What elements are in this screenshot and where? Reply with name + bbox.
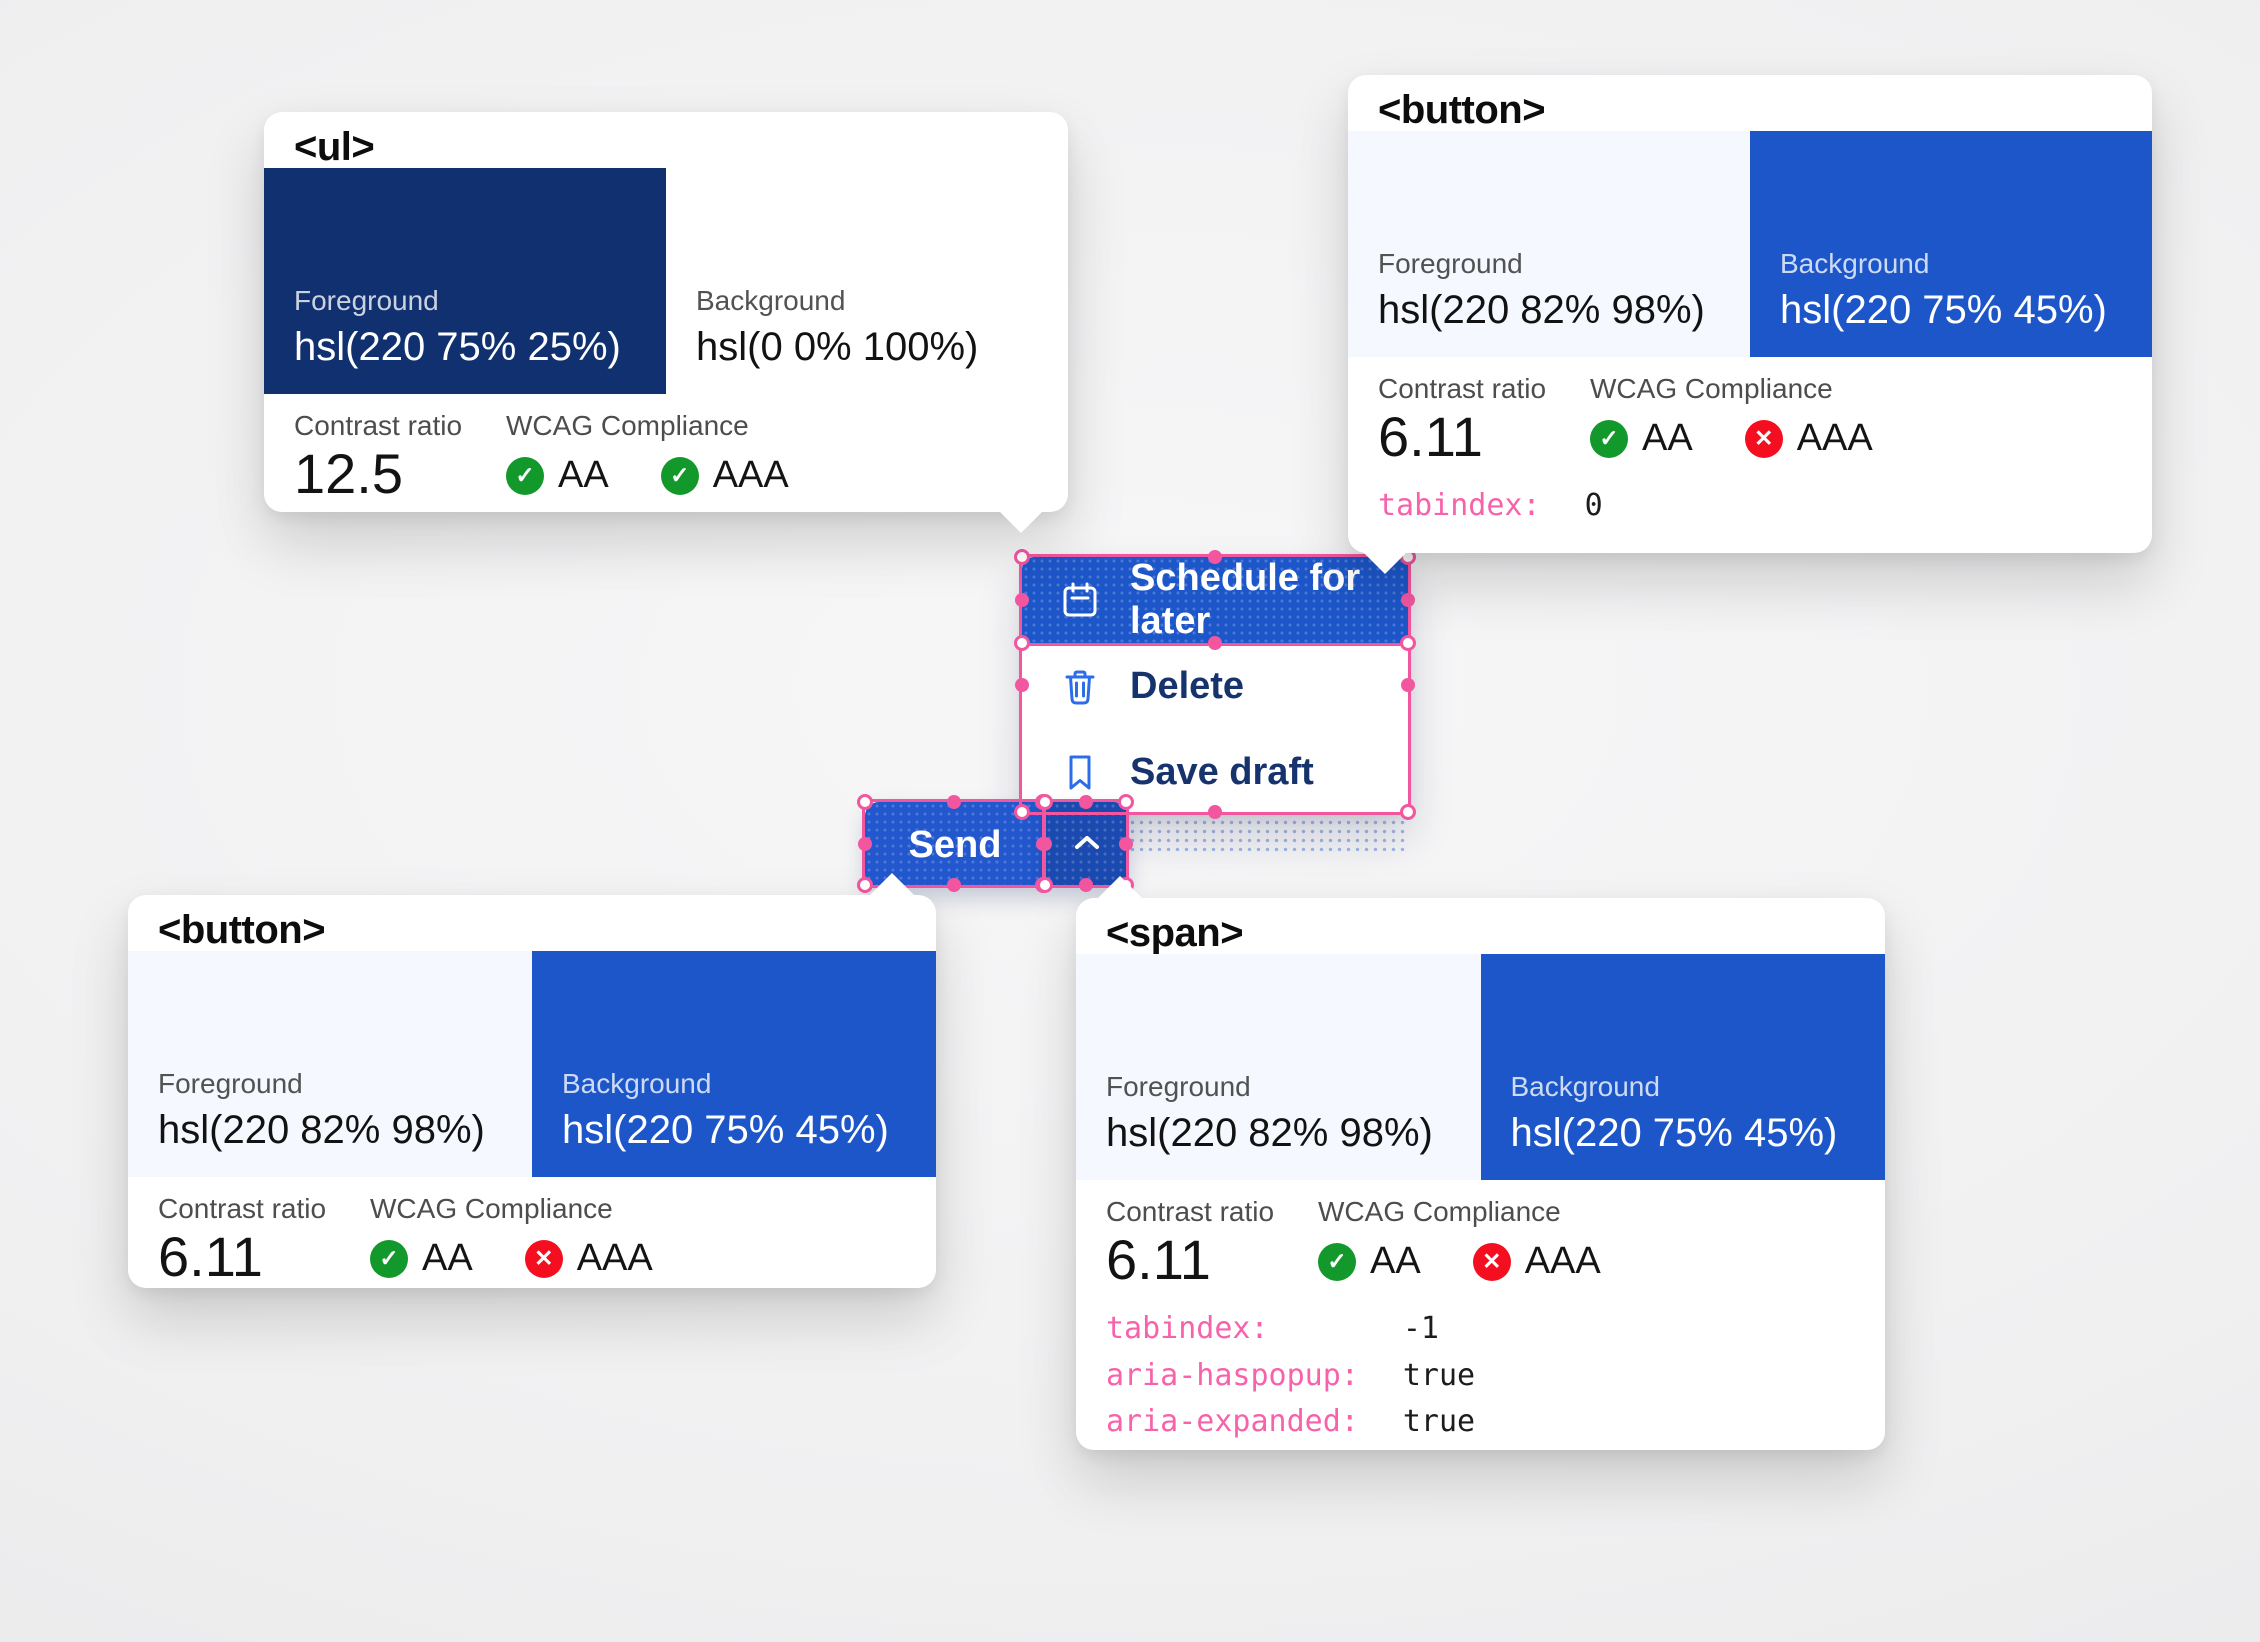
- menu-item-save-draft[interactable]: Save draft: [1022, 729, 1410, 815]
- color-swatches: Foreground hsl(220 82% 98%) Background h…: [128, 951, 936, 1177]
- element-tag: <button>: [158, 907, 326, 952]
- wcag-compliance-label: WCAG Compliance: [1318, 1196, 1561, 1227]
- background-value: hsl(220 75% 45%): [1780, 288, 2107, 332]
- foreground-value: hsl(220 75% 25%): [294, 325, 621, 369]
- contrast-ratio-label: Contrast ratio: [1106, 1196, 1275, 1227]
- wcag-compliance-label: WCAG Compliance: [1590, 373, 1833, 404]
- menu-item-label: Delete: [1130, 664, 1245, 707]
- check-icon: ✓: [506, 456, 544, 495]
- aa-badge: ✓ AA: [1590, 417, 1693, 460]
- element-tag: <button>: [1378, 87, 1546, 132]
- foreground-label: Foreground: [1378, 248, 1523, 279]
- attribute-value: true: [1402, 1357, 1476, 1393]
- foreground-label: Foreground: [294, 285, 439, 316]
- aaa-badge: ✕ AAA: [1744, 417, 1873, 460]
- attribute-name: aria-expanded:: [1106, 1404, 1359, 1440]
- cross-icon: ✕: [1744, 419, 1783, 458]
- dropdown-toggle-button[interactable]: [1045, 802, 1128, 888]
- foreground-swatch: Foreground hsl(220 82% 98%): [1348, 131, 1750, 357]
- contrast-ratio-label: Contrast ratio: [294, 410, 463, 441]
- menu-item-label: Save draft: [1130, 750, 1314, 793]
- color-swatches: Foreground hsl(220 82% 98%) Background h…: [1348, 131, 2152, 357]
- cross-icon: ✕: [1472, 1242, 1511, 1281]
- background-swatch: Background hsl(0 0% 100%): [666, 168, 1068, 394]
- attribute-value: 0: [1584, 488, 1603, 524]
- cross-icon: ✕: [524, 1239, 563, 1278]
- background-label: Background: [696, 285, 846, 316]
- attribute-value: true: [1402, 1404, 1476, 1440]
- contrast-ratio-label: Contrast ratio: [158, 1193, 327, 1224]
- contrast-ratio-label: Contrast ratio: [1378, 373, 1547, 404]
- aaa-badge: ✓ AAA: [660, 454, 789, 497]
- background-label: Background: [1780, 248, 1930, 279]
- wcag-compliance-label: WCAG Compliance: [370, 1193, 613, 1224]
- contrast-ratio-value: 6.11: [158, 1225, 263, 1288]
- contrast-tooltip-span: <span> Foreground hsl(220 82% 98%) Backg…: [1076, 898, 1885, 1450]
- foreground-swatch: Foreground hsl(220 82% 98%): [1076, 954, 1481, 1180]
- dropdown-menu: Schedule for later Delete Save draft: [1022, 557, 1410, 815]
- foreground-label: Foreground: [1106, 1071, 1251, 1102]
- background-swatch: Background hsl(220 75% 45%): [1480, 954, 1885, 1180]
- attribute-name: tabindex:: [1378, 488, 1541, 524]
- background-swatch: Background hsl(220 75% 45%): [1750, 131, 2152, 357]
- contrast-tooltip-button-bottom: <button> Foreground hsl(220 82% 98%) Bac…: [128, 895, 936, 1288]
- foreground-swatch: Foreground hsl(220 75% 25%): [264, 168, 666, 394]
- color-swatches: Foreground hsl(220 82% 98%) Background h…: [1076, 954, 1885, 1180]
- margin-dots-overlay: [1128, 818, 1409, 851]
- foreground-value: hsl(220 82% 98%): [1106, 1111, 1433, 1155]
- contrast-ratio-value: 6.11: [1378, 405, 1483, 468]
- check-icon: ✓: [1318, 1242, 1356, 1281]
- menu-item-label: Schedule for later: [1130, 557, 1361, 642]
- tooltip-tail: [998, 510, 1044, 533]
- calendar-icon: [1058, 578, 1102, 622]
- contrast-ratio-value: 12.5: [294, 442, 403, 505]
- menu-item-delete[interactable]: Delete: [1022, 643, 1410, 729]
- send-button-label: Send: [908, 823, 1002, 866]
- aaa-badge: ✕ AAA: [524, 1237, 653, 1280]
- aa-badge: ✓ AA: [370, 1237, 473, 1280]
- background-swatch: Background hsl(220 75% 45%): [532, 951, 936, 1177]
- attribute-name: aria-haspopup:: [1106, 1357, 1359, 1393]
- background-label: Background: [562, 1068, 712, 1099]
- background-value: hsl(220 75% 45%): [1510, 1111, 1838, 1155]
- element-tag: <ul>: [294, 124, 375, 169]
- color-swatches: Foreground hsl(220 75% 25%) Background h…: [264, 168, 1068, 394]
- background-value: hsl(220 75% 45%): [562, 1108, 889, 1152]
- foreground-value: hsl(220 82% 98%): [158, 1108, 485, 1152]
- contrast-tooltip-ul: <ul> Foreground hsl(220 75% 25%) Backgro…: [264, 112, 1068, 512]
- menu-item-schedule[interactable]: Schedule for later: [1022, 557, 1410, 643]
- trash-icon: [1058, 664, 1102, 708]
- aria-attributes: tabindex: -1 aria-haspopup: true aria-ex…: [1076, 1290, 1885, 1441]
- attribute-name: tabindex:: [1106, 1311, 1269, 1347]
- check-icon: ✓: [1590, 419, 1628, 458]
- aria-attributes: tabindex: 0: [1348, 467, 2152, 525]
- foreground-swatch: Foreground hsl(220 82% 98%): [128, 951, 532, 1177]
- background-value: hsl(0 0% 100%): [696, 325, 979, 369]
- contrast-tooltip-button-top: <button> Foreground hsl(220 82% 98%) Bac…: [1348, 75, 2152, 553]
- background-label: Background: [1510, 1071, 1660, 1102]
- aaa-badge: ✕ AAA: [1472, 1240, 1601, 1283]
- check-icon: ✓: [660, 456, 699, 495]
- attribute-value: -1: [1402, 1311, 1439, 1347]
- aa-badge: ✓ AA: [1318, 1240, 1421, 1283]
- element-tag: <span>: [1106, 910, 1244, 955]
- foreground-label: Foreground: [158, 1068, 303, 1099]
- foreground-value: hsl(220 82% 98%): [1378, 288, 1705, 332]
- bookmark-icon: [1058, 750, 1102, 794]
- contrast-ratio-value: 6.11: [1106, 1228, 1211, 1291]
- aa-badge: ✓ AA: [506, 454, 609, 497]
- chevron-up-icon: [1072, 833, 1102, 858]
- wcag-compliance-label: WCAG Compliance: [506, 410, 749, 441]
- check-icon: ✓: [370, 1239, 408, 1278]
